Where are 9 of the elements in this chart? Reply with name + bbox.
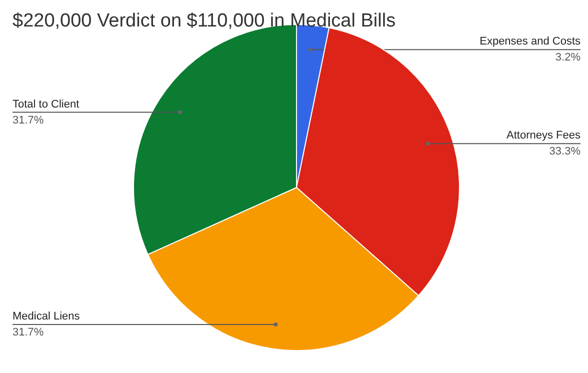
data-label: 33.3% [549,146,581,158]
data-label: 31.7% [12,326,44,338]
slice-label: Medical Liens [12,310,80,322]
data-label: 3.2% [555,52,581,64]
data-label: 31.7% [12,114,44,126]
slice-label: Total to Client [12,98,80,110]
slice-label: Attorneys Fees [506,130,581,142]
chart-title: $220,000 Verdict on $110,000 in Medical Bills [12,10,396,32]
slice-label: Expenses and Costs [480,36,581,48]
